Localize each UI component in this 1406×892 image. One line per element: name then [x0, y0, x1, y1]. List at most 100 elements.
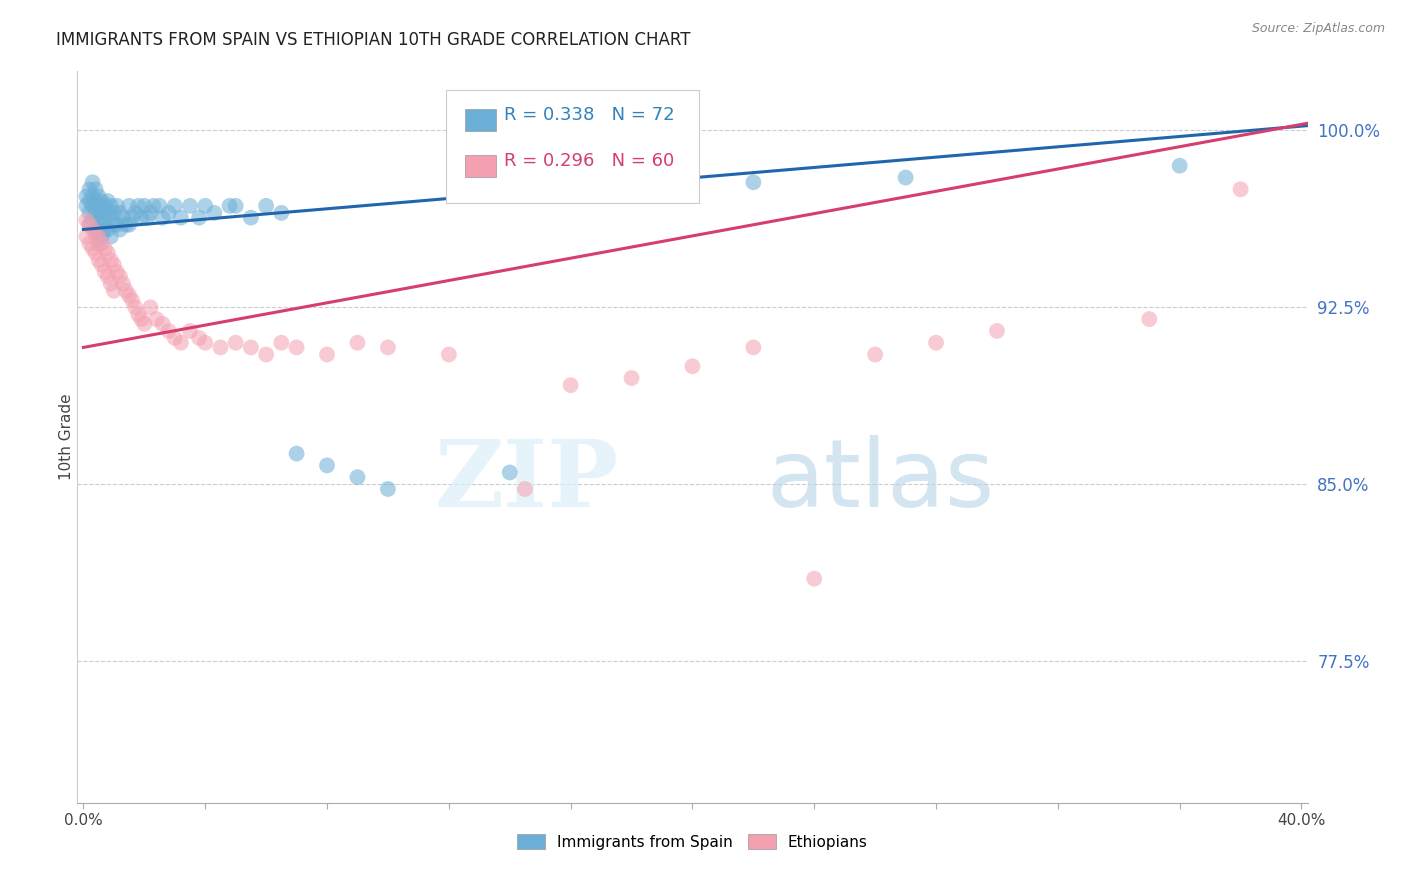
- Point: [202, 206, 225, 220]
- Point: [115, 218, 138, 232]
- Point: [377, 482, 399, 496]
- Point: [87, 222, 110, 236]
- Point: [127, 199, 149, 213]
- Point: [79, 194, 101, 208]
- Point: [90, 218, 112, 232]
- Text: ZIP: ZIP: [434, 436, 619, 526]
- Point: [254, 199, 277, 213]
- Point: [124, 301, 146, 315]
- Point: [82, 199, 104, 213]
- Bar: [465, 155, 496, 178]
- Point: [346, 335, 368, 350]
- Point: [560, 378, 582, 392]
- Point: [100, 211, 122, 225]
- Point: [111, 277, 134, 291]
- Point: [84, 227, 107, 242]
- Point: [925, 335, 948, 350]
- Legend: Immigrants from Spain, Ethiopians: Immigrants from Spain, Ethiopians: [517, 835, 868, 850]
- Text: R = 0.338   N = 72: R = 0.338 N = 72: [505, 106, 675, 124]
- Point: [97, 194, 120, 208]
- Point: [75, 199, 97, 213]
- Point: [118, 288, 141, 302]
- Point: [145, 312, 167, 326]
- Point: [134, 199, 156, 213]
- Point: [105, 265, 128, 279]
- Point: [108, 206, 131, 220]
- Point: [377, 340, 399, 354]
- Point: [163, 331, 186, 345]
- Point: [194, 335, 217, 350]
- Point: [239, 211, 262, 225]
- Bar: [465, 110, 496, 131]
- Point: [742, 340, 765, 354]
- Point: [97, 269, 120, 284]
- Point: [90, 194, 112, 208]
- Point: [437, 347, 460, 361]
- Point: [1137, 312, 1160, 326]
- Point: [129, 312, 152, 326]
- Point: [90, 229, 112, 244]
- Point: [93, 222, 115, 236]
- Point: [225, 199, 247, 213]
- Point: [118, 218, 141, 232]
- Point: [103, 218, 125, 232]
- Point: [100, 277, 122, 291]
- Point: [84, 246, 107, 260]
- Point: [499, 466, 522, 480]
- Point: [163, 199, 186, 213]
- Point: [84, 182, 107, 196]
- Point: [82, 189, 104, 203]
- Point: [270, 335, 292, 350]
- Text: atlas: atlas: [766, 435, 994, 527]
- Point: [82, 213, 104, 227]
- Point: [105, 218, 128, 232]
- Point: [97, 246, 120, 260]
- Point: [90, 258, 112, 272]
- Point: [118, 199, 141, 213]
- Point: [152, 317, 174, 331]
- Point: [75, 229, 97, 244]
- Point: [682, 359, 704, 374]
- Point: [121, 211, 143, 225]
- Point: [124, 206, 146, 220]
- Point: [157, 324, 180, 338]
- Point: [986, 324, 1008, 338]
- Point: [270, 206, 292, 220]
- Point: [87, 199, 110, 213]
- Point: [79, 206, 101, 220]
- Point: [803, 572, 825, 586]
- Point: [82, 222, 104, 236]
- Point: [157, 206, 180, 220]
- Point: [97, 206, 120, 220]
- Point: [87, 189, 110, 203]
- Text: R = 0.296   N = 60: R = 0.296 N = 60: [505, 153, 675, 170]
- Point: [513, 482, 536, 496]
- Point: [225, 335, 247, 350]
- Point: [136, 211, 159, 225]
- Point: [79, 182, 101, 196]
- Point: [100, 199, 122, 213]
- Point: [127, 307, 149, 321]
- Point: [134, 317, 156, 331]
- Text: Source: ZipAtlas.com: Source: ZipAtlas.com: [1251, 22, 1385, 36]
- Point: [152, 211, 174, 225]
- Point: [179, 199, 201, 213]
- Point: [82, 175, 104, 189]
- Point: [87, 253, 110, 268]
- Point: [105, 199, 128, 213]
- Point: [108, 269, 131, 284]
- Point: [316, 347, 339, 361]
- Point: [218, 199, 240, 213]
- Point: [84, 206, 107, 220]
- Point: [79, 236, 101, 251]
- Point: [79, 218, 101, 232]
- Point: [139, 206, 162, 220]
- Point: [87, 229, 110, 244]
- Point: [194, 199, 217, 213]
- Point: [316, 458, 339, 473]
- Point: [188, 211, 211, 225]
- Point: [209, 340, 232, 354]
- Point: [75, 189, 97, 203]
- Point: [148, 199, 170, 213]
- Point: [142, 199, 165, 213]
